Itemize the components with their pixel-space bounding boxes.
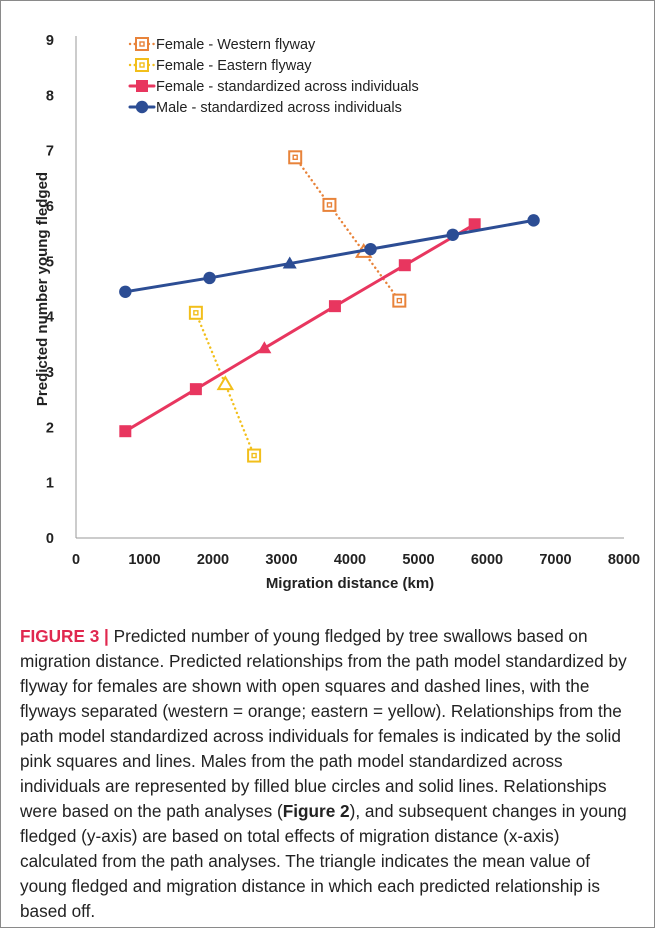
series-2-point-1-outer [188,305,203,320]
series-2-point-1 [188,305,203,320]
legend-marker-1-outer [135,37,149,51]
series-1-point-1-inner [292,154,298,161]
series-1-point-2-outer [322,197,337,212]
legend-label-4: Male - standardized across individuals [156,100,402,116]
series-4-point-3 [282,256,297,269]
x-tick-label: 0 [72,552,80,568]
line-chart: 0 1000 2000 3000 4000 5000 6000 7000 8000 0 1 2 3 4 5 6… [34,33,640,592]
series-4-point-4 [364,242,377,256]
chart-axes: 0 1000 2000 3000 4000 5000 6000 7000 8000 0 1 2 3 4 5 6… [34,33,640,592]
y-tick-label: 0 [46,531,54,547]
legend-label-1: Female - Western flyway [156,37,316,53]
x-tick-label: 6000 [471,552,503,568]
legend-marker-2-inner [139,62,145,68]
series-1-point-1 [288,150,303,165]
x-tick-label: 8000 [608,552,640,568]
series-3-point-2 [189,383,202,396]
y-tick-label: 3 [46,365,54,381]
legend-entry-4: Male - standardized across individuals [128,100,402,116]
series-4-point-6 [527,214,540,227]
series-2-point-2 [216,375,235,391]
series-3-point-6 [468,218,481,231]
caption-text-part-1: Predicted number of young fledged by tre… [20,626,627,821]
series-4-point-5 [446,228,459,241]
series-2 [188,305,262,463]
series-2-point-3 [247,448,262,463]
y-tick-label: 2 [46,420,54,436]
series-2-point-3-inner [251,452,257,459]
x-tick-label: 2000 [197,552,229,568]
x-tick-label: 7000 [539,552,571,568]
series-1-line [294,156,401,302]
legend-label-3: Female - standardized across individuals [156,79,419,95]
series-1-point-2 [322,197,337,212]
series-1-point-2-inner [326,202,333,208]
series-1-point-4 [392,293,407,308]
caption-label: FIGURE 3 | [20,626,109,646]
legend-label-2: Female - Eastern flyway [156,58,312,74]
chart-series [119,150,540,463]
y-tick-label: 5 [46,254,54,270]
series-1-point-4-outer [392,293,407,308]
x-tick-label: 4000 [334,552,366,568]
series-3-point-3 [257,341,272,354]
caption-figure-reference[interactable]: Figure 2 [282,801,350,821]
x-tick-label: 1000 [128,552,160,568]
x-tick-label: 5000 [402,552,434,568]
legend-entry-3: Female - standardized across individuals [128,79,419,95]
series-4-line [123,218,536,294]
series-3-point-5 [398,259,411,272]
legend-marker-2-outer [135,58,149,72]
legend-marker-4 [135,100,149,114]
legend-marker-1 [135,37,149,51]
figure-caption: FIGURE 3 | Predicted number of young fle… [20,624,632,924]
series-1-point-1-outer [288,150,303,165]
y-tick-label: 9 [46,33,54,49]
series-3-line [123,222,477,433]
series-4-point-2 [203,271,216,285]
series-3 [119,218,481,438]
series-2-point-1-inner [193,310,199,316]
x-tick-label: 3000 [265,552,297,568]
caption-text-part-2: ), and subsequent changes in young fledg… [20,801,627,921]
legend-entry-1: Female - Western flyway [128,37,316,53]
legend-marker-3 [136,80,148,92]
legend-entry-2: Female - Eastern flyway [128,58,312,74]
series-3-point-4 [328,300,341,313]
y-axis-label: Predicted number young fledged [34,172,51,406]
chart-legend: Female - Western flyway Female - Eastern … [128,37,419,116]
y-tick-label: 8 [46,88,54,104]
legend-marker-1-inner [139,41,145,47]
series-4-point-1 [119,285,132,298]
series-1-point-4-inner [396,297,403,304]
x-axis-label: Migration distance (km) [266,575,434,592]
legend-marker-2 [135,58,149,72]
y-tick-label: 4 [46,310,54,326]
y-tick-label: 1 [46,476,54,492]
y-tick-label: 7 [46,144,54,160]
series-4 [119,214,540,298]
series-3-point-1 [119,425,132,438]
y-tick-label: 6 [46,199,54,215]
series-1 [288,150,407,308]
series-2-point-3-outer [247,448,262,463]
